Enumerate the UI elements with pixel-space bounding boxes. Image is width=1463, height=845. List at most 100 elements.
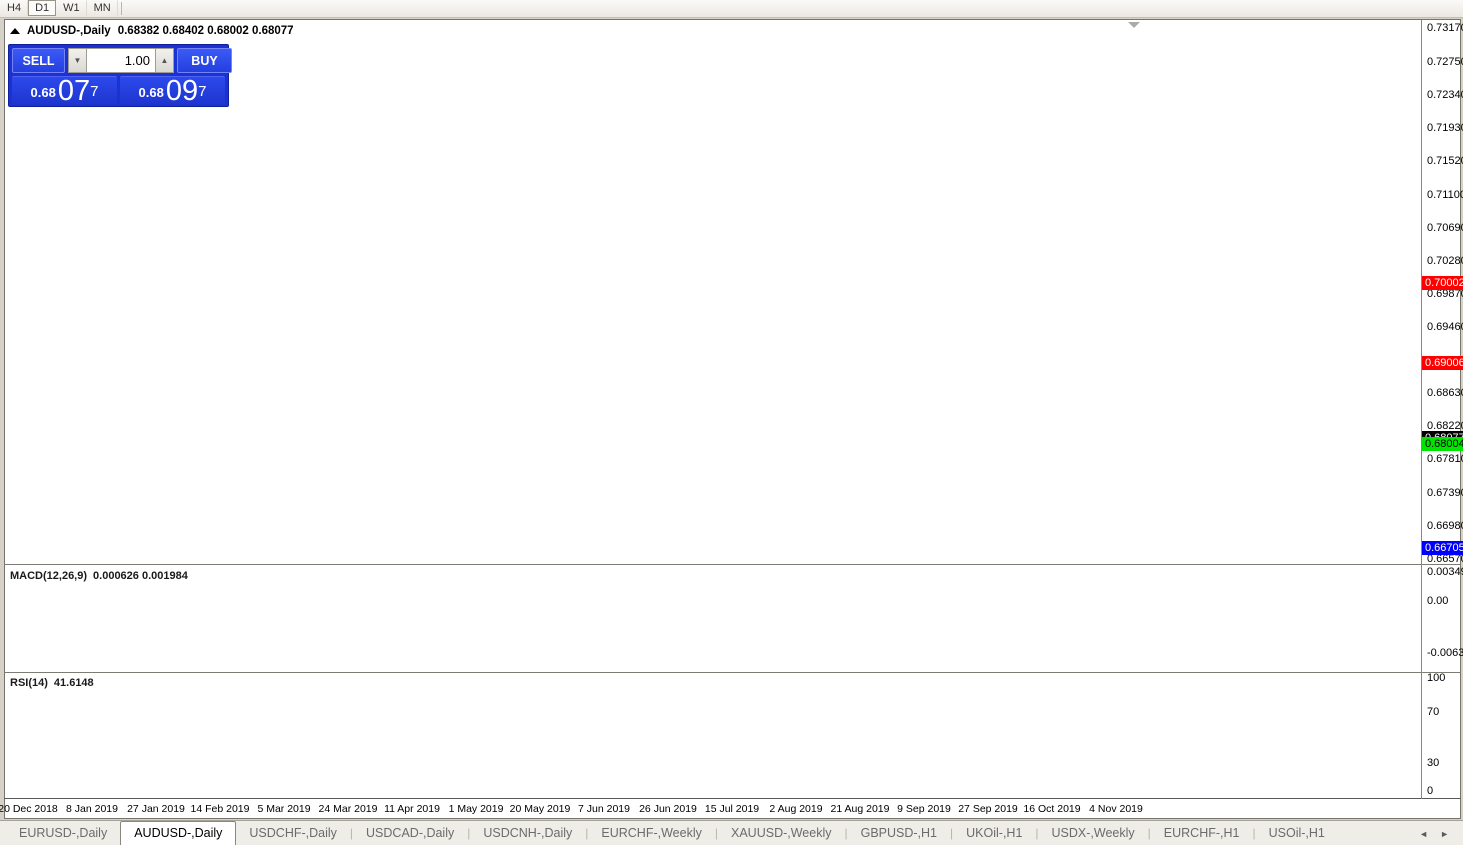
volume-decrease-button[interactable]: ▼ — [68, 48, 87, 73]
tab-scroll-buttons: ◄ ► — [1419, 830, 1463, 845]
tab-scroll-right-icon[interactable]: ► — [1440, 829, 1449, 839]
date-tick-label: 27 Jan 2019 — [127, 803, 185, 815]
chevron-up-icon: ▲ — [160, 55, 169, 65]
price-tick-label: 0.70690 — [1427, 221, 1463, 234]
tab-separator: | — [467, 826, 471, 840]
chart-tab-xauusd-weekly[interactable]: XAUUSD-,Weekly — [731, 826, 832, 840]
sell-price-big: 07 — [57, 75, 91, 107]
chart-tab-usoil-h1[interactable]: USOil-,H1 — [1268, 826, 1325, 840]
timeframe-toolbar: H4 D1 W1 MN — [0, 0, 1463, 18]
rsi-indicator-label: RSI(14) 41.6148 — [10, 677, 94, 689]
buy-price-box[interactable]: 0.68 09 7 — [120, 75, 225, 107]
rsi-name: RSI(14) — [10, 677, 48, 689]
chart-tab-bar: EURUSD-,Daily AUDUSD-,Daily USDCHF-,Daily |… — [0, 820, 1463, 845]
date-tick-label: 5 Mar 2019 — [257, 803, 311, 815]
price-line-label: 0.68004 — [1422, 436, 1463, 451]
macd-indicator-label: MACD(12,26,9) 0.000626 0.001984 — [10, 570, 188, 582]
price-line-label: 0.69006 — [1422, 356, 1463, 371]
rsi-tick-label: 30 — [1427, 757, 1440, 769]
volume-increase-button[interactable]: ▲ — [155, 48, 174, 73]
chart-tab-usdchf-daily[interactable]: USDCHF-,Daily — [249, 826, 337, 840]
chart-direction-icon — [10, 28, 20, 34]
date-tick-label: 8 Jan 2019 — [66, 803, 118, 815]
panel-separator-rsi[interactable] — [4, 672, 1461, 673]
tab-separator: | — [950, 826, 954, 840]
date-tick-label: 21 Aug 2019 — [830, 803, 890, 815]
timeframe-button-d1[interactable]: D1 — [28, 0, 57, 16]
rsi-tick-label: 70 — [1427, 706, 1440, 718]
date-tick-label: 15 Jul 2019 — [704, 803, 760, 815]
macd-name: MACD(12,26,9) — [10, 570, 88, 582]
date-tick-label: 20 Dec 2018 — [0, 803, 58, 815]
chart-tab-eurchf-weekly[interactable]: EURCHF-,Weekly — [601, 826, 702, 840]
chart-tab-usdx-weekly[interactable]: USDX-,Weekly — [1051, 826, 1135, 840]
timeframe-button-mn[interactable]: MN — [87, 0, 118, 16]
buy-price-prefix: 0.68 — [138, 85, 164, 100]
price-tick-label: 0.72340 — [1427, 89, 1463, 102]
macd-tick-label: 0.00349 — [1427, 566, 1463, 579]
macd-values: 0.000626 0.001984 — [93, 570, 188, 582]
timeframe-button-h4[interactable]: H4 — [0, 0, 29, 16]
chart-tab-ukoil-h1[interactable]: UKOil-,H1 — [966, 826, 1023, 840]
tab-separator: | — [1252, 826, 1256, 840]
panel-separator-macd[interactable] — [4, 564, 1461, 565]
price-tick-label: 0.71930 — [1427, 122, 1463, 135]
buy-price-sup: 7 — [198, 83, 207, 100]
tab-separator: | — [714, 826, 718, 840]
sell-price-prefix: 0.68 — [30, 85, 56, 100]
date-tick-label: 20 May 2019 — [509, 803, 571, 815]
one-click-trading-panel: SELL ▼ ▲ BUY 0.68 07 7 0.68 09 7 — [8, 44, 232, 107]
tab-separator: | — [585, 826, 589, 840]
tab-separator: | — [1035, 826, 1039, 840]
date-tick-label: 26 Jun 2019 — [639, 803, 697, 815]
chevron-down-icon: ▼ — [73, 55, 82, 65]
date-tick-label: 2 Aug 2019 — [769, 803, 823, 815]
buy-button[interactable]: BUY — [177, 48, 232, 73]
macd-tick-label: 0.00 — [1427, 595, 1449, 607]
chart-tab-eurusd-daily[interactable]: EURUSD-,Daily — [19, 826, 108, 840]
chart-tab-gbpusd-h1[interactable]: GBPUSD-,H1 — [860, 826, 938, 840]
date-tick-label: 7 Jun 2019 — [578, 803, 630, 815]
buy-price-big: 09 — [165, 75, 199, 107]
chart-symbol-label: AUDUSD-,Daily — [27, 25, 111, 37]
date-tick-label: 14 Feb 2019 — [190, 803, 250, 815]
tab-separator: | — [844, 826, 848, 840]
volume-stepper: ▼ ▲ — [68, 48, 174, 73]
price-tick-label: 0.67390 — [1427, 486, 1463, 499]
date-tick-label: 4 Nov 2019 — [1089, 803, 1143, 815]
time-axis-line — [4, 798, 1461, 799]
price-tick-label: 0.69460 — [1427, 320, 1463, 333]
price-line-label: 0.66705 — [1422, 541, 1463, 556]
date-tick-label: 27 Sep 2019 — [958, 803, 1018, 815]
sell-price-box[interactable]: 0.68 07 7 — [12, 75, 117, 107]
toolbar-divider — [120, 2, 122, 15]
volume-input[interactable] — [87, 48, 155, 73]
price-tick-label: 0.73170 — [1427, 22, 1463, 35]
date-tick-label: 16 Oct 2019 — [1023, 803, 1081, 815]
chart-shift-marker-icon[interactable] — [1128, 22, 1140, 28]
price-tick-label: 0.72750 — [1427, 56, 1463, 69]
price-tick-label: 0.70280 — [1427, 254, 1463, 267]
date-tick-label: 1 May 2019 — [448, 803, 504, 815]
price-tick-label: 0.71100 — [1427, 188, 1463, 201]
chart-ohlc-values: 0.68382 0.68402 0.68002 0.68077 — [117, 25, 294, 37]
chart-tab-usdcad-daily[interactable]: USDCAD-,Daily — [366, 826, 455, 840]
rsi-tick-label: 100 — [1427, 672, 1446, 684]
price-tick-label: 0.67810 — [1427, 453, 1463, 466]
sell-button[interactable]: SELL — [12, 48, 65, 73]
tab-scroll-left-icon[interactable]: ◄ — [1419, 829, 1429, 839]
rsi-values: 41.6148 — [53, 677, 94, 689]
date-tick-label: 9 Sep 2019 — [897, 803, 951, 815]
chart-tab-audusd-daily[interactable]: AUDUSD-,Daily — [120, 821, 237, 845]
date-tick-label: 11 Apr 2019 — [384, 803, 440, 815]
tab-separator: | — [1147, 826, 1151, 840]
date-tick-label: 24 Mar 2019 — [318, 803, 378, 815]
price-tick-label: 0.66980 — [1427, 519, 1463, 532]
chart-tab-eurchf-h1[interactable]: EURCHF-,H1 — [1163, 826, 1240, 840]
rsi-tick-label: 0 — [1427, 785, 1434, 797]
price-line-label: 0.70002 — [1422, 276, 1463, 290]
chart-tab-usdcnh-daily[interactable]: USDCNH-,Daily — [483, 826, 573, 840]
sell-price-sup: 7 — [90, 83, 99, 100]
timeframe-button-w1[interactable]: W1 — [56, 0, 87, 16]
